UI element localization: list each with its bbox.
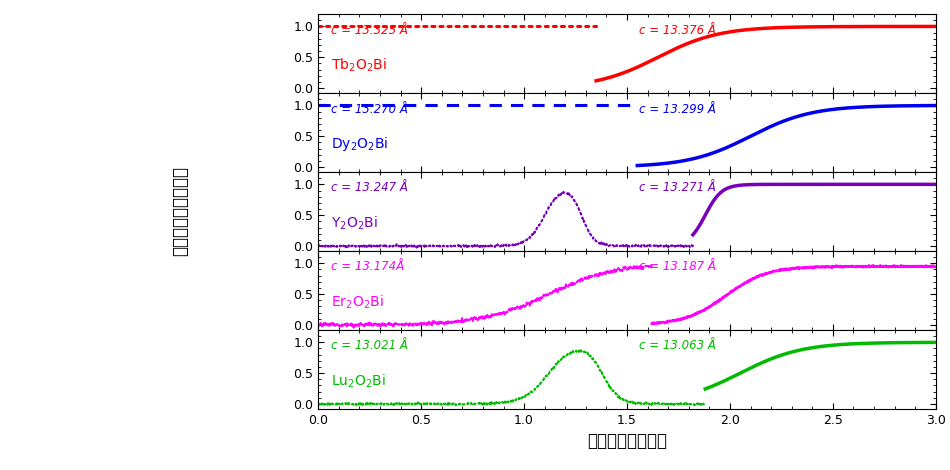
Text: Lu$_2$O$_2$Bi: Lu$_2$O$_2$Bi [331,373,386,390]
Text: Tb$_2$O$_2$Bi: Tb$_2$O$_2$Bi [331,57,387,74]
Text: c = 13.063 Å: c = 13.063 Å [639,339,716,352]
X-axis label: 温度（ケルビン）: 温度（ケルビン） [587,432,667,450]
Text: Dy$_2$O$_2$Bi: Dy$_2$O$_2$Bi [331,135,388,153]
Text: c = 13.325 Å: c = 13.325 Å [331,24,408,37]
Text: 規格化された抗抗率: 規格化された抗抗率 [172,166,189,257]
Text: c = 13.187 Å: c = 13.187 Å [639,260,716,274]
Text: c = 13.174Å: c = 13.174Å [331,260,404,274]
Text: c = 13.376 Å: c = 13.376 Å [639,24,716,37]
Text: Y$_2$O$_2$Bi: Y$_2$O$_2$Bi [331,215,377,232]
Text: c = 13.021 Å: c = 13.021 Å [331,339,408,352]
Text: Er$_2$O$_2$Bi: Er$_2$O$_2$Bi [331,294,384,311]
Text: c = 13.271 Å: c = 13.271 Å [639,181,716,195]
Text: c = 13.299 Å: c = 13.299 Å [639,102,716,116]
Text: c = 13.247 Å: c = 13.247 Å [331,181,408,195]
Text: c = 13.270 Å: c = 13.270 Å [331,102,408,116]
